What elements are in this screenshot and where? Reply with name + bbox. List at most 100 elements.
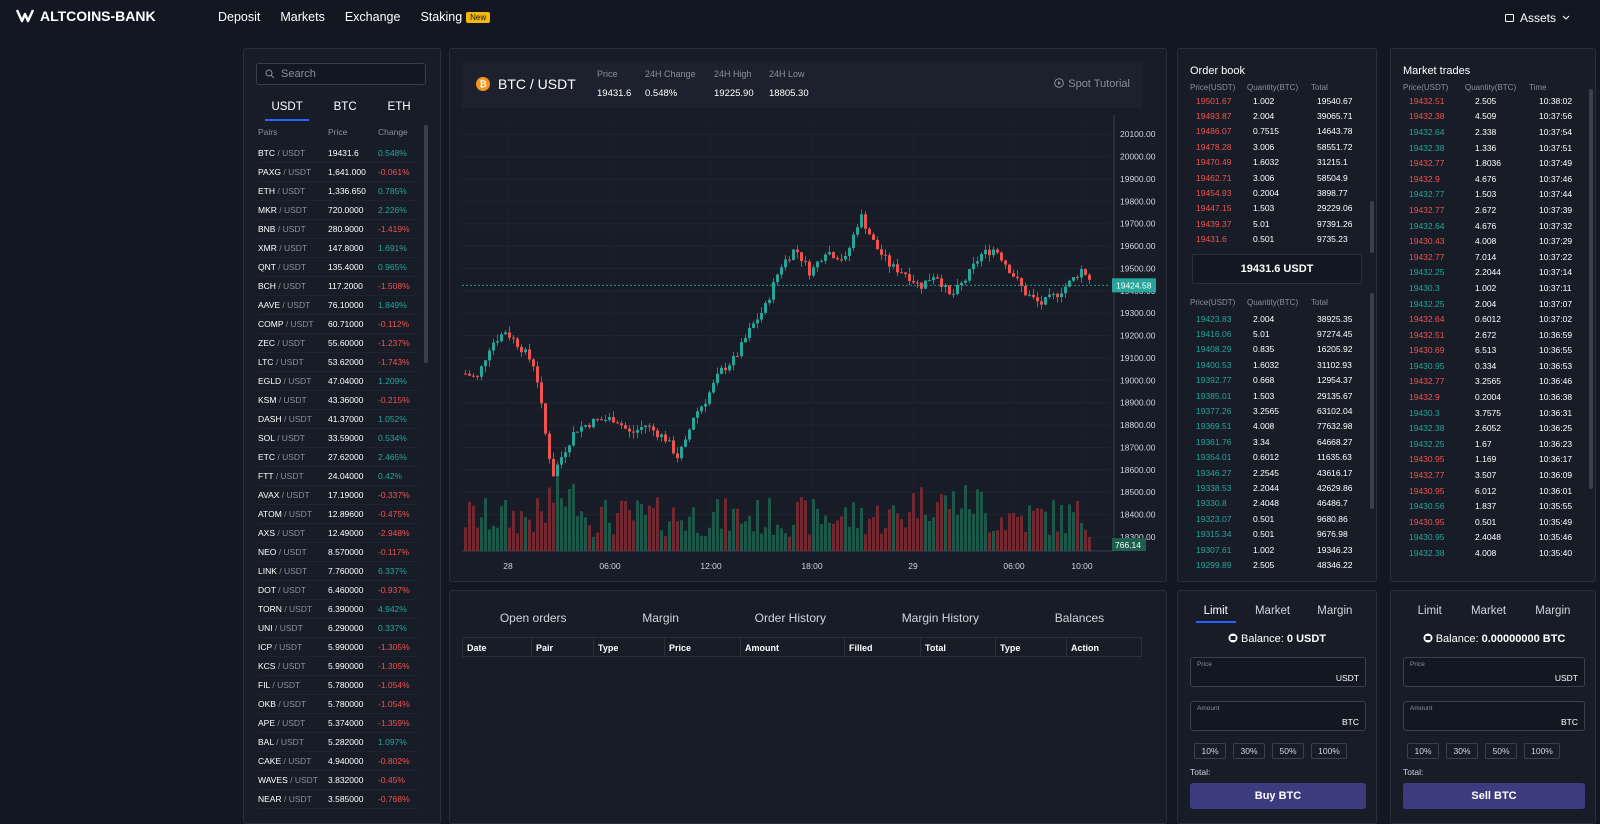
pair-row[interactable]: SOL / USDT 33.59000 0.534% <box>258 429 418 448</box>
ask-row[interactable]: 19501.67 1.002 19540.67 <box>1196 93 1372 108</box>
pair-row[interactable]: APE / USDT 5.374000 -1.359% <box>258 714 418 733</box>
tab-margin[interactable]: Margin <box>1317 605 1353 617</box>
pair-row[interactable]: AVAX / USDT 17.19000 -0.337% <box>258 486 418 505</box>
sell-price-input[interactable]: Price USDT <box>1403 657 1585 687</box>
pair-row[interactable]: FIL / USDT 5.780000 -1.054% <box>258 676 418 695</box>
pair-row[interactable]: FTT / USDT 24.04000 0.42% <box>258 467 418 486</box>
symbol[interactable]: ₿ BTC / USDT <box>476 76 576 92</box>
percent-50-button[interactable]: 50% <box>1272 743 1304 759</box>
pair-row[interactable]: KSM / USDT 43.36000 -0.215% <box>258 391 418 410</box>
nav-staking[interactable]: Staking New <box>420 10 491 24</box>
pair-row[interactable]: KCS / USDT 5.990000 -1.305% <box>258 657 418 676</box>
bid-row[interactable]: 19423.83 2.004 38925.35 <box>1196 311 1372 326</box>
bid-row[interactable]: 19408.29 0.835 16205.92 <box>1196 342 1372 357</box>
tab-btc[interactable]: BTC <box>333 101 357 113</box>
ask-row[interactable]: 19478.28 3.006 58551.72 <box>1196 139 1372 154</box>
pair-row[interactable]: DOT / USDT 6.460000 -0.937% <box>258 581 418 600</box>
bid-row[interactable]: 19307.61 1.002 19346.23 <box>1196 542 1372 557</box>
tab-limit[interactable]: Limit <box>1195 603 1236 623</box>
ask-row[interactable]: 19431.6 0.501 9735.23 <box>1196 232 1372 247</box>
pair-row[interactable]: BNB / USDT 280.9000 -1.419% <box>258 220 418 239</box>
tab-margin-history[interactable]: Margin History <box>901 611 980 625</box>
tab-market[interactable]: Market <box>1254 605 1291 617</box>
percent-100-button[interactable]: 100% <box>1311 743 1347 759</box>
pair-row[interactable]: LINK / USDT 7.760000 6.337% <box>258 562 418 581</box>
tab-order-history[interactable]: Order History <box>754 611 826 625</box>
pair-row[interactable]: ICP / USDT 5.990000 -1.305% <box>258 638 418 657</box>
pair-row[interactable]: QNT / USDT 135.4000 0.965% <box>258 258 418 277</box>
bid-row[interactable]: 19338.53 2.2044 42629.86 <box>1196 480 1372 495</box>
percent-10-button[interactable]: 10% <box>1194 743 1226 759</box>
pair-row[interactable]: NEO / USDT 8.570000 -0.117% <box>258 543 418 562</box>
tab-open-orders[interactable]: Open orders <box>499 611 567 625</box>
pair-row[interactable]: LTC / USDT 53.62000 -1.743% <box>258 353 418 372</box>
bid-row[interactable]: 19416.06 5.01 97274.45 <box>1196 326 1372 341</box>
bid-row[interactable]: 19369.51 4.008 77632.98 <box>1196 419 1372 434</box>
tab-eth[interactable]: ETH <box>387 101 411 113</box>
pair-row[interactable]: PAXG / USDT 1,641.000 -0.061% <box>258 163 418 182</box>
tab-margin[interactable]: Margin <box>642 611 679 625</box>
bid-row[interactable]: 19377.26 3.2565 63102.04 <box>1196 403 1372 418</box>
tab-usdt[interactable]: USDT <box>265 97 309 121</box>
nav-deposit[interactable]: Deposit <box>218 10 261 24</box>
bid-row[interactable]: 19330.8 2.4048 46486.7 <box>1196 496 1372 511</box>
pair-row[interactable]: DASH / USDT 41.37000 1.052% <box>258 410 418 429</box>
pair-row[interactable]: UNI / USDT 6.290000 0.337% <box>258 619 418 638</box>
buy-amount-input[interactable]: Amount BTC <box>1190 701 1366 731</box>
bids-scrollbar[interactable] <box>1370 293 1374 509</box>
ask-row[interactable]: 19486.07 0.7515 14643.78 <box>1196 124 1372 139</box>
pair-row[interactable]: MKR / USDT 720.0000 2.226% <box>258 201 418 220</box>
nav-markets[interactable]: Markets <box>280 10 325 24</box>
pair-row[interactable]: WAVES / USDT 3.832000 -0.45% <box>258 771 418 790</box>
ask-row[interactable]: 19462.71 3.006 58504.9 <box>1196 170 1372 185</box>
bid-row[interactable]: 19323.07 0.501 9680.86 <box>1196 511 1372 526</box>
tab-balances[interactable]: Balances <box>1054 611 1105 625</box>
price-chart[interactable]: 20100.00 20000.00 19900.00 19800.00 19700.00… <box>450 109 1166 581</box>
percent-50-button[interactable]: 50% <box>1485 743 1517 759</box>
pair-row[interactable]: XMR / USDT 147.8000 1.691% <box>258 239 418 258</box>
pair-row[interactable]: BCH / USDT 117.2000 -1.508% <box>258 277 418 296</box>
spot-tutorial-link[interactable]: Spot Tutorial <box>1054 78 1130 90</box>
pair-row[interactable]: TORN / USDT 6.390000 4.942% <box>258 600 418 619</box>
trades-scrollbar[interactable] <box>1589 89 1593 489</box>
bid-row[interactable]: 19346.27 2.2545 43616.17 <box>1196 465 1372 480</box>
bid-row[interactable]: 19354.01 0.6012 11635.63 <box>1196 450 1372 465</box>
bid-row[interactable]: 19400.53 1.6032 31102.93 <box>1196 357 1372 372</box>
pair-row[interactable]: EGLD / USDT 47.04000 1.209% <box>258 372 418 391</box>
percent-10-button[interactable]: 10% <box>1407 743 1439 759</box>
tab-market[interactable]: Market <box>1470 605 1507 617</box>
pair-row[interactable]: OKB / USDT 5.780000 -1.054% <box>258 695 418 714</box>
pair-row[interactable]: BAL / USDT 5.282000 1.097% <box>258 733 418 752</box>
bid-row[interactable]: 19299.89 2.505 48346.22 <box>1196 557 1372 572</box>
pair-row[interactable]: ETC / USDT 27.62000 2.465% <box>258 448 418 467</box>
logo[interactable]: ALTCOINS-BANK <box>16 8 156 24</box>
asks-scrollbar[interactable] <box>1370 201 1374 253</box>
pair-row[interactable]: CAKE / USDT 4.940000 -0.802% <box>258 752 418 771</box>
tab-limit[interactable]: Limit <box>1417 605 1442 617</box>
ask-row[interactable]: 19454.93 0.2004 3898.77 <box>1196 185 1372 200</box>
percent-30-button[interactable]: 30% <box>1446 743 1478 759</box>
pair-row[interactable]: ETH / USDT 1,336.650 0.785% <box>258 182 418 201</box>
bid-row[interactable]: 19392.77 0.668 12954.37 <box>1196 373 1372 388</box>
assets-menu[interactable]: Assets <box>1504 11 1570 25</box>
bid-row[interactable]: 19385.01 1.503 29135.67 <box>1196 388 1372 403</box>
pair-row[interactable]: ZEC / USDT 55.60000 -1.237% <box>258 334 418 353</box>
pair-row[interactable]: NEAR / USDT 3.585000 -0.768% <box>258 790 418 809</box>
pair-row[interactable]: ATOM / USDT 12.89600 -0.475% <box>258 505 418 524</box>
sell-button[interactable]: Sell BTC <box>1403 783 1585 809</box>
tab-margin[interactable]: Margin <box>1535 605 1571 617</box>
ask-row[interactable]: 19493.87 2.004 39065.71 <box>1196 108 1372 123</box>
ask-row[interactable]: 19447.15 1.503 29229.06 <box>1196 201 1372 216</box>
bid-row[interactable]: 19361.76 3.34 64668.27 <box>1196 434 1372 449</box>
pair-row[interactable]: AAVE / USDT 76.10000 1.849% <box>258 296 418 315</box>
percent-30-button[interactable]: 30% <box>1233 743 1265 759</box>
sell-amount-input[interactable]: Amount BTC <box>1403 701 1585 731</box>
ask-row[interactable]: 19470.49 1.6032 31215.1 <box>1196 155 1372 170</box>
pair-row[interactable]: BTC / USDT 19431.6 0.548% <box>258 144 418 163</box>
pair-row[interactable]: AXS / USDT 12.49000 -2.948% <box>258 524 418 543</box>
ask-row[interactable]: 19439.37 5.01 97391.26 <box>1196 216 1372 231</box>
pair-row[interactable]: COMP / USDT 60.71000 -0.112% <box>258 315 418 334</box>
nav-exchange[interactable]: Exchange <box>344 10 401 24</box>
buy-price-input[interactable]: Price USDT <box>1190 657 1366 687</box>
percent-100-button[interactable]: 100% <box>1524 743 1560 759</box>
